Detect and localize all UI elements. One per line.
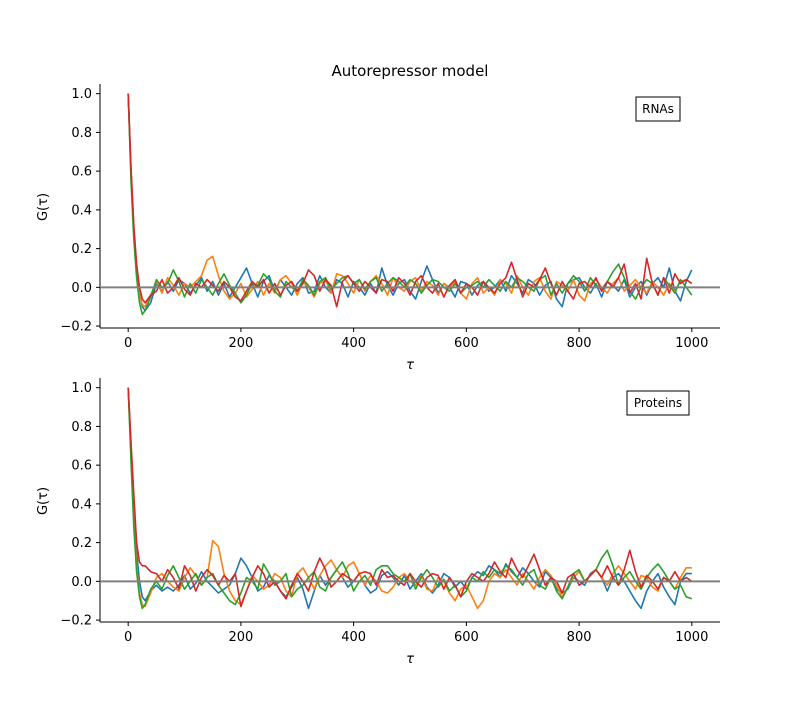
protein-y-tick-label: 0.8 [71,420,92,435]
rna-series-line-2 [127,93,693,316]
protein-panel: G(τ) τ 0 200 400 600 800 1000 −0.2 0.0 0.2 0.4 0.6… [36,378,720,667]
rna-series-line-3 [127,93,693,308]
protein-legend-box [626,390,690,416]
rna-panel: G(τ) τ 0 200 400 600 800 1000 −0.2 0.0 0.2 0.4 0.6… [36,84,720,373]
rna-y-tick-label: 0.4 [71,203,92,218]
protein-y-tick-label: 0.4 [71,497,92,512]
protein-x-tick-label: 0 [124,630,132,645]
protein-legend-label: Proteins [634,396,682,410]
protein-x-tick-label: 400 [341,630,366,645]
protein-series-line-3 [127,387,693,608]
rna-x-tick-label: 600 [454,336,479,351]
rna-y-tick-label: 1.0 [71,87,92,102]
figure-title: Autorepressor model [332,62,489,80]
rna-legend-box [635,96,681,122]
rna-x-tick-label: 800 [567,336,592,351]
rna-series-line-1 [127,93,693,308]
rna-x-tick-label: 200 [228,336,253,351]
rna-y-axis-label: G(τ) [36,193,51,221]
rna-y-tick-label: 0.6 [71,165,92,180]
rna-y-tick-label: 0.2 [71,242,92,257]
protein-y-tick-label: 0.0 [71,575,92,590]
protein-x-tick-label: 1000 [675,630,708,645]
protein-y-axis-label: G(τ) [36,487,51,515]
rna-series-line-0 [127,93,693,312]
rna-y-tick-label: 0.0 [71,281,92,296]
rna-y-tick-label: 0.8 [71,126,92,141]
protein-x-tick-label: 800 [567,630,592,645]
rna-x-tick-label: 400 [341,336,366,351]
rna-y-tick-label: −0.2 [60,320,92,335]
rna-legend-label: RNAs [642,102,674,116]
protein-y-tick-label: 0.6 [71,459,92,474]
rna-x-axis-label: τ [406,358,414,373]
protein-y-tick-label: −0.2 [60,614,92,629]
rna-x-tick-label: 0 [124,336,132,351]
protein-x-axis-label: τ [406,652,414,667]
protein-x-tick-label: 600 [454,630,479,645]
protein-y-tick-label: 1.0 [71,381,92,396]
protein-y-tick-label: 0.2 [71,536,92,551]
protein-x-tick-label: 200 [228,630,253,645]
rna-x-tick-label: 1000 [675,336,708,351]
